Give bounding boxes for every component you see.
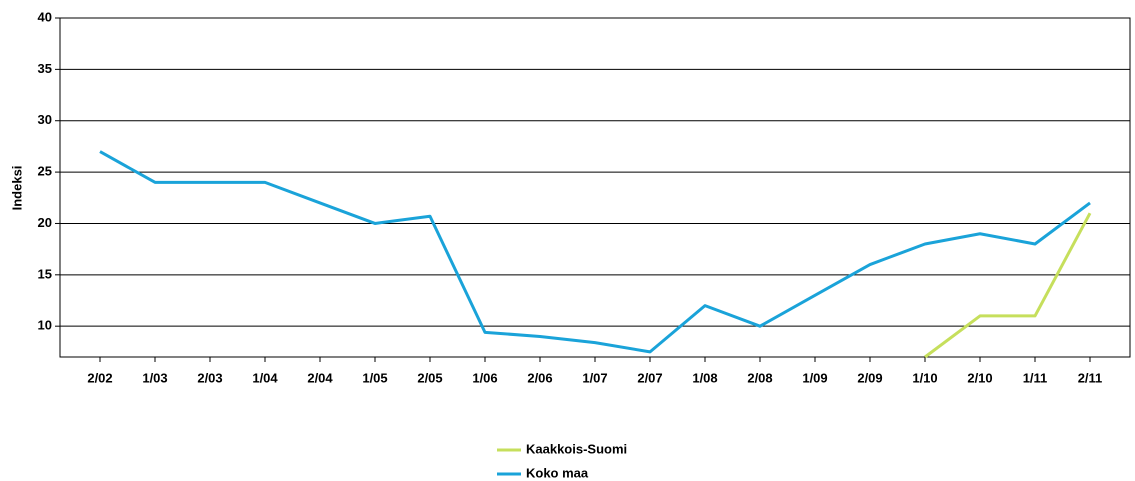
x-tick-label: 1/07 — [582, 370, 607, 385]
x-tick-label: 2/06 — [527, 370, 552, 385]
y-tick-label: 30 — [38, 112, 52, 127]
x-tick-label: 1/10 — [912, 370, 937, 385]
x-tick-label: 1/04 — [252, 370, 278, 385]
x-tick-label: 2/09 — [857, 370, 882, 385]
y-axis-label: Indeksi — [9, 166, 24, 211]
x-tick-label: 2/08 — [747, 370, 772, 385]
series-line — [924, 212, 1092, 359]
y-tick-label: 15 — [38, 266, 52, 281]
x-tick-label: 1/08 — [692, 370, 717, 385]
y-tick-label: 35 — [38, 61, 52, 76]
y-tick-label: 20 — [38, 215, 52, 230]
legend-label: Kaakkois-Suomi — [526, 441, 627, 456]
x-tick-label: 1/09 — [802, 370, 827, 385]
x-tick-label: 2/04 — [307, 370, 333, 385]
y-tick-label: 25 — [38, 164, 52, 179]
x-tick-label: 2/05 — [417, 370, 442, 385]
y-tick-label: 10 — [38, 318, 52, 333]
y-tick-label: 40 — [38, 9, 52, 24]
x-tick-label: 1/05 — [362, 370, 387, 385]
x-tick-label: 2/07 — [637, 370, 662, 385]
x-tick-label: 1/11 — [1023, 370, 1048, 385]
x-tick-label: 1/03 — [142, 370, 167, 385]
legend-label: Koko maa — [526, 465, 589, 480]
x-tick-label: 2/02 — [87, 370, 112, 385]
series-line — [99, 150, 1091, 354]
x-tick-label: 2/03 — [197, 370, 222, 385]
x-tick-label: 1/06 — [472, 370, 497, 385]
plot-frame — [59, 17, 1131, 358]
x-tick-label: 2/10 — [967, 370, 992, 385]
x-tick-label: 2/11 — [1078, 370, 1103, 385]
